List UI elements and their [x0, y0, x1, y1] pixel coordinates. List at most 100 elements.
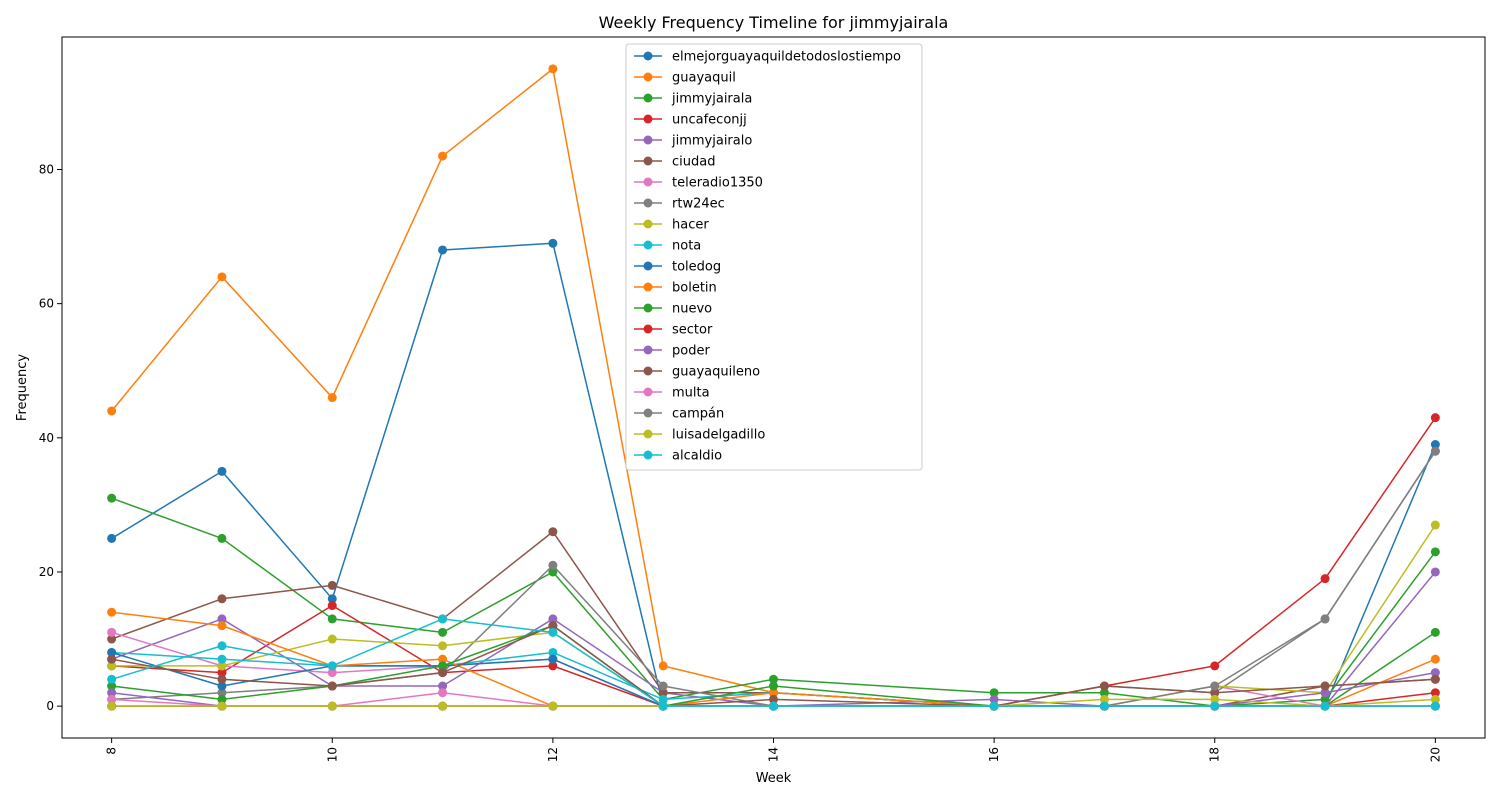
data-point: [548, 627, 558, 637]
legend-marker: [643, 261, 653, 271]
data-point: [327, 634, 337, 644]
data-point: [548, 621, 558, 631]
legend-item: jimmyjairalo: [634, 134, 752, 149]
legend-marker: [643, 93, 653, 103]
legend-label: poder: [672, 344, 710, 359]
y-tick-label: 80: [39, 162, 54, 176]
data-point: [1099, 681, 1109, 691]
data-point: [107, 694, 117, 704]
data-point: [989, 688, 999, 698]
legend-item: nuevo: [634, 302, 712, 317]
data-point: [1430, 520, 1440, 530]
data-point: [217, 641, 227, 651]
data-point: [769, 694, 778, 704]
data-point: [217, 688, 227, 698]
data-point: [327, 701, 337, 711]
legend-box: [625, 43, 923, 471]
data-point: [769, 701, 778, 711]
data-point: [107, 681, 117, 691]
data-point: [658, 701, 668, 711]
data-point: [217, 681, 227, 691]
data-point: [1430, 547, 1440, 557]
data-point: [1430, 694, 1440, 704]
data-point: [107, 701, 117, 711]
legend-item: elmejorguayaquildetodoslostiempo: [634, 50, 901, 65]
data-point: [1430, 674, 1440, 684]
series-line: [111, 618, 1436, 707]
data-point: [1210, 661, 1220, 671]
legend-marker: [643, 198, 653, 208]
series-jimmyjairala: [107, 493, 1440, 711]
data-point: [327, 614, 337, 624]
data-point: [548, 654, 558, 664]
legend-item: guayaquil: [634, 71, 736, 86]
data-point: [658, 694, 668, 704]
data-point: [217, 654, 227, 664]
data-point: [107, 674, 117, 684]
legend-item: teleradio1350: [634, 176, 763, 191]
data-point: [438, 681, 448, 691]
data-point: [989, 694, 999, 704]
legend-item: toledog: [634, 260, 721, 275]
data-point: [107, 533, 117, 543]
legend-label: alcaldio: [672, 449, 722, 464]
data-point: [548, 647, 558, 657]
legend-label: multa: [672, 386, 710, 401]
series-line: [111, 530, 1436, 707]
data-point: [989, 701, 999, 711]
data-point: [1210, 701, 1220, 711]
data-point: [107, 688, 117, 698]
data-point: [107, 607, 117, 617]
data-point: [548, 614, 558, 624]
y-axis-title: Frequency: [15, 354, 30, 421]
data-point: [217, 594, 227, 604]
legend-label: ciudad: [672, 155, 715, 170]
data-point: [438, 151, 448, 161]
data-point: [438, 654, 448, 664]
data-point: [548, 661, 558, 671]
data-point: [107, 647, 117, 657]
y-tick-label: 0: [46, 699, 54, 713]
legend-label: uncafeconjj: [672, 113, 747, 128]
data-point: [217, 614, 227, 624]
data-point: [769, 688, 778, 698]
legend-label: nuevo: [672, 302, 712, 317]
legend-marker: [643, 177, 653, 187]
data-point: [1430, 627, 1440, 637]
data-point: [217, 694, 227, 704]
data-point: [217, 621, 227, 631]
series-line: [111, 450, 1436, 707]
legend-item: campán: [634, 407, 724, 422]
x-tick-label: 16: [987, 747, 1001, 762]
x-axis-title: Week: [756, 771, 792, 786]
data-point: [1320, 688, 1330, 698]
legend-item: alcaldio: [634, 449, 722, 464]
data-point: [1210, 688, 1220, 698]
data-point: [1430, 701, 1440, 711]
data-point: [327, 668, 337, 678]
data-point: [438, 688, 448, 698]
data-point: [1320, 614, 1330, 624]
legend-marker: [643, 324, 653, 334]
legend-item: nota: [634, 239, 701, 254]
plot-marks: [107, 64, 1440, 711]
data-point: [1099, 694, 1109, 704]
data-point: [1320, 681, 1330, 691]
data-point: [217, 272, 227, 282]
data-point: [107, 406, 117, 416]
data-point: [548, 560, 558, 570]
legend-label: rtw24ec: [672, 197, 725, 212]
legend-marker: [643, 366, 653, 376]
legend-item: jimmyjairala: [634, 92, 752, 107]
data-point: [1430, 446, 1440, 456]
legend-item: sector: [634, 323, 713, 338]
legend-label: guayaquileno: [672, 365, 760, 380]
data-point: [548, 567, 558, 577]
legend-label: jimmyjairalo: [671, 134, 752, 149]
data-point: [327, 594, 337, 604]
data-point: [438, 641, 448, 651]
legend-marker: [643, 429, 653, 439]
data-point: [327, 580, 337, 590]
legend-item: rtw24ec: [634, 197, 725, 212]
